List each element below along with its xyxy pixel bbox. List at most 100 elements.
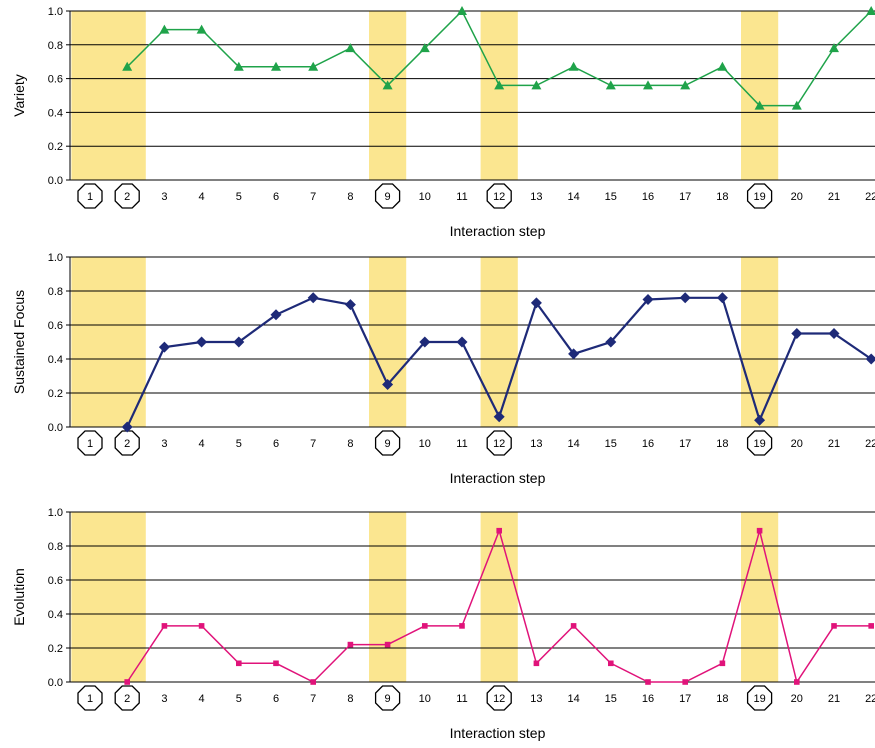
data-point — [791, 100, 802, 110]
x-tick-label: 14 — [567, 438, 579, 450]
highlight-band — [369, 512, 407, 682]
data-point — [344, 299, 356, 311]
y-tick-label: 0.6 — [48, 575, 63, 587]
highlight-band — [71, 512, 146, 682]
circled-step-marker — [77, 685, 103, 711]
data-point — [422, 623, 428, 629]
x-tick-label: 9 — [385, 438, 391, 450]
data-point — [682, 679, 688, 685]
x-tick-label: 10 — [419, 191, 431, 203]
x-tick-label: 20 — [791, 693, 803, 705]
x-tick-label: 17 — [679, 438, 691, 450]
y-tick-label: 0.8 — [48, 286, 63, 298]
x-tick-label: 4 — [199, 693, 205, 705]
x-tick-label: 20 — [791, 438, 803, 450]
highlight-band — [741, 512, 779, 682]
highlight-band — [741, 257, 779, 427]
x-tick-label: 19 — [753, 191, 765, 203]
highlight-band — [71, 257, 146, 427]
data-point — [159, 24, 170, 34]
highlight-band — [480, 512, 518, 682]
circled-step-marker — [114, 183, 140, 209]
data-point — [121, 421, 133, 433]
y-axis-title: Evolution — [11, 568, 27, 626]
data-point — [680, 80, 691, 90]
x-tick-label: 8 — [347, 693, 353, 705]
x-tick-label: 12 — [493, 693, 505, 705]
x-tick-label: 10 — [419, 438, 431, 450]
highlight-band — [369, 257, 407, 427]
x-tick-label: 13 — [530, 693, 542, 705]
circled-step-marker — [486, 183, 512, 209]
data-point — [568, 348, 580, 360]
x-tick-label: 7 — [310, 438, 316, 450]
circled-step-marker — [77, 430, 103, 456]
x-tick-label: 9 — [385, 191, 391, 203]
x-tick-label: 22 — [865, 191, 875, 203]
y-tick-label: 0.2 — [48, 141, 63, 153]
x-tick-label: 17 — [679, 191, 691, 203]
data-point — [754, 100, 765, 110]
x-tick-label: 3 — [161, 191, 167, 203]
x-tick-label: 7 — [310, 191, 316, 203]
y-axis-title: Sustained Focus — [11, 290, 27, 394]
data-point — [493, 411, 505, 423]
y-tick-label: 1.0 — [48, 252, 63, 264]
data-point — [530, 297, 542, 309]
x-tick-label: 3 — [161, 693, 167, 705]
data-point — [419, 336, 431, 348]
x-tick-label: 21 — [828, 693, 840, 705]
x-tick-label: 21 — [828, 438, 840, 450]
x-tick-label: 12 — [493, 438, 505, 450]
x-tick-label: 5 — [236, 191, 242, 203]
data-point — [310, 679, 316, 685]
x-tick-label: 2 — [124, 438, 130, 450]
x-tick-label: 18 — [716, 693, 728, 705]
data-point — [531, 80, 542, 90]
circled-step-marker — [746, 685, 773, 711]
data-point — [608, 660, 614, 667]
highlight-band — [71, 11, 146, 180]
circled-step-marker — [374, 183, 401, 209]
x-tick-label: 1 — [87, 438, 93, 450]
y-tick-label: 0.2 — [48, 388, 63, 400]
x-tick-label: 7 — [310, 693, 316, 705]
x-tick-label: 11 — [456, 438, 467, 450]
data-point — [456, 336, 468, 348]
data-point — [756, 527, 763, 534]
x-tick-label: 18 — [716, 191, 728, 203]
x-tick-label: 13 — [530, 438, 542, 450]
circled-step-marker — [486, 685, 512, 711]
y-tick-label: 0.6 — [48, 74, 63, 86]
data-point — [716, 292, 728, 304]
data-point — [717, 61, 728, 71]
data-point — [198, 623, 205, 629]
x-tick-label: 16 — [642, 438, 654, 450]
x-tick-label: 21 — [828, 191, 840, 203]
y-tick-label: 1.0 — [48, 6, 63, 18]
data-point — [457, 6, 467, 15]
x-tick-label: 1 — [87, 191, 93, 203]
y-tick-label: 1.0 — [48, 507, 63, 519]
data-point — [719, 660, 726, 667]
y-tick-label: 0.6 — [48, 320, 63, 332]
x-tick-label: 18 — [716, 438, 728, 450]
x-axis-title: Interaction step — [450, 223, 546, 239]
data-point — [494, 80, 505, 90]
data-point — [308, 61, 319, 71]
circled-step-marker — [374, 430, 401, 456]
y-tick-label: 0.0 — [48, 422, 63, 434]
y-tick-label: 0.8 — [48, 40, 63, 52]
y-tick-label: 0.4 — [48, 354, 63, 366]
highlight-band — [369, 11, 407, 180]
x-tick-label: 3 — [161, 438, 167, 450]
data-point — [233, 61, 244, 71]
data-point — [605, 80, 616, 90]
x-tick-label: 5 — [236, 693, 242, 705]
circled-step-marker — [374, 685, 401, 711]
highlight-band — [741, 11, 779, 180]
data-point — [828, 328, 840, 339]
